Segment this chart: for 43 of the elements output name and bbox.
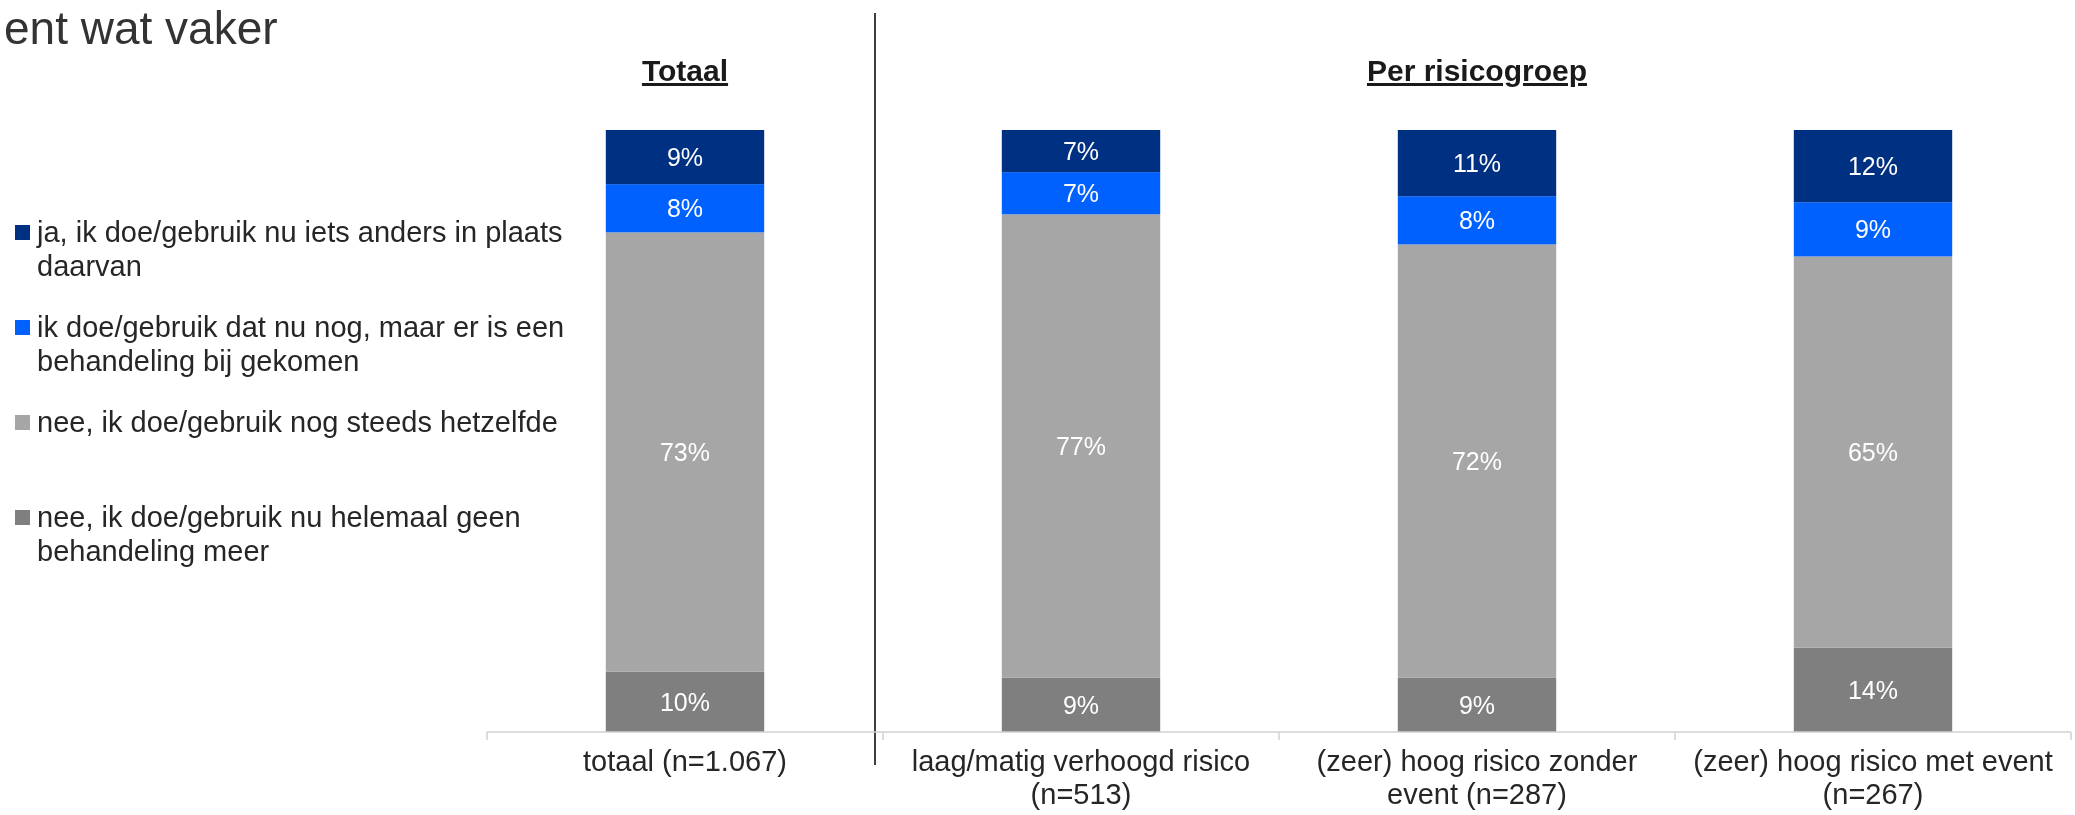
bar (1793, 256, 1953, 648)
legend-label: nee, ik doe/gebruik nu helemaal geen behandeling meer (37, 501, 521, 567)
data-label: 8% (1458, 206, 1496, 235)
data-label: 10% (659, 687, 711, 716)
legend-label: nee, ik doe/gebruik nog steeds hetzelfde (37, 406, 558, 438)
data-label: 72% (1451, 446, 1503, 475)
legend-label: ik doe/gebruik dat nu nog, maar er is een behandeling bij gekomen (37, 311, 565, 377)
data-label: 9% (1458, 690, 1496, 719)
chart-title: ent wat vaker (4, 2, 278, 54)
legend-label: ja, ik doe/gebruik nu iets anders in plaats daarvan (36, 216, 563, 282)
bar (1001, 172, 1161, 215)
bar (1001, 677, 1161, 732)
bar (1397, 677, 1557, 732)
data-label: 9% (666, 142, 704, 171)
bar (605, 130, 765, 185)
bar (1397, 130, 1557, 197)
bar (1001, 214, 1161, 678)
data-label: 9% (1062, 690, 1100, 719)
data-label: 65% (1847, 437, 1899, 466)
data-label: 7% (1062, 136, 1100, 165)
data-label: 12% (1847, 151, 1899, 180)
bar (605, 671, 765, 732)
x-tick-label: (zeer) hoog risico zonder event (n=287) (1316, 745, 1638, 810)
bar (1397, 244, 1557, 678)
data-label: 73% (659, 437, 711, 466)
data-label: 8% (666, 194, 704, 223)
text: Totaal (641, 54, 729, 87)
text: Per risicogroep (1366, 54, 1588, 87)
data-label: 7% (1062, 178, 1100, 207)
x-tick-label: totaal (n=1.067) (583, 745, 787, 777)
data-label: 77% (1055, 431, 1107, 460)
x-tick-label: laag/matig verhoogd risico (n=513) (911, 745, 1251, 810)
bar (1001, 130, 1161, 173)
data-label: 11% (1452, 148, 1502, 177)
bar (1397, 196, 1557, 245)
data-label: 14% (1847, 675, 1899, 704)
bar (1793, 647, 1953, 732)
bar (1793, 130, 1953, 203)
x-tick-label: (zeer) hoog risico met event (n=267) (1693, 745, 2053, 810)
bar (605, 232, 765, 672)
data-label: 9% (1854, 215, 1892, 244)
bar (605, 184, 765, 233)
bar (1793, 202, 1953, 257)
